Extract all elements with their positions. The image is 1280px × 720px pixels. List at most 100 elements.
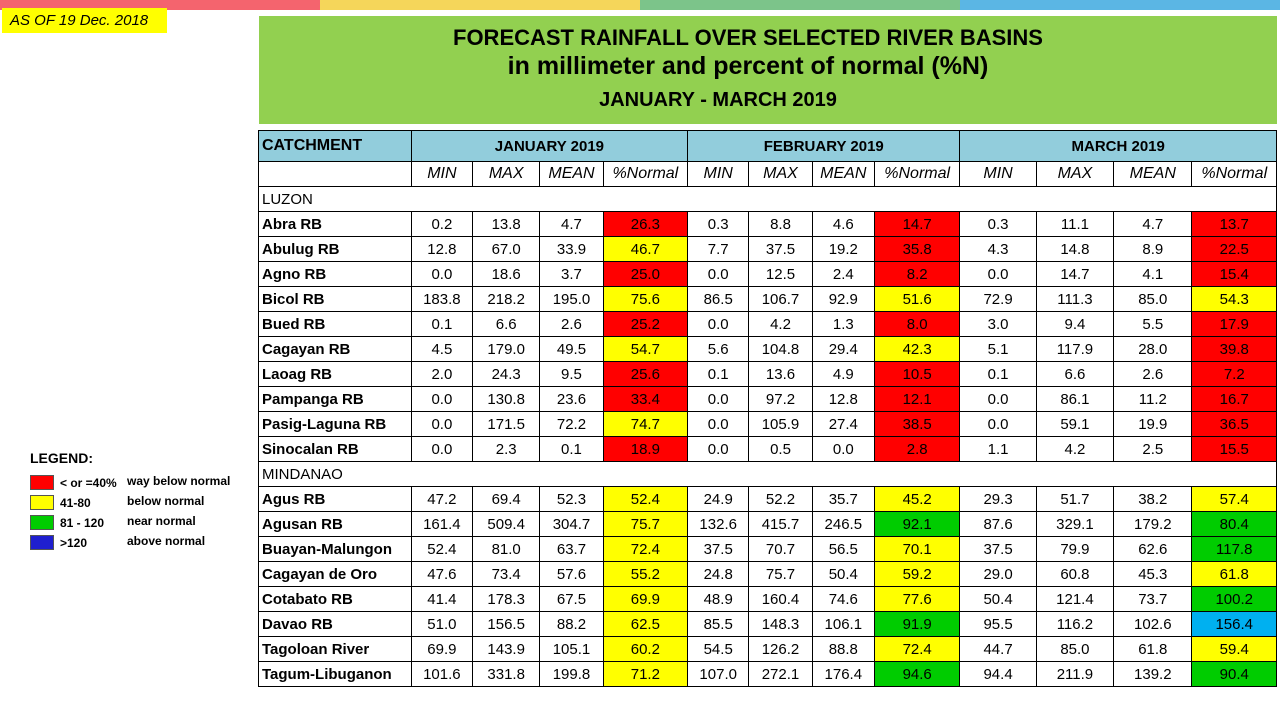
- table-row: Buayan-Malungon 52.4 81.0 63.7 72.4 37.5 70.7 5…: [258, 536, 1277, 562]
- feb-percent-normal-cell: 77.6: [873, 586, 961, 612]
- sub-header-mean: MEAN: [811, 161, 875, 187]
- feb-min-cell: 85.5: [687, 611, 750, 637]
- table-row: Bicol RB 183.8 218.2 195.0 75.6 86.5 106.7 92.9…: [258, 286, 1277, 312]
- jan-percent-normal-cell: 46.7: [602, 236, 689, 262]
- legend-title: LEGEND:: [30, 450, 93, 466]
- catchment-name: Davao RB: [258, 611, 412, 637]
- jan-min-cell: 101.6: [410, 661, 474, 687]
- sub-header-normal: %Normal: [873, 161, 961, 187]
- mar-mean-cell: 73.7: [1113, 586, 1193, 612]
- jan-max-cell: 81.0: [472, 536, 541, 562]
- as-of-date-label: AS OF 19 Dec. 2018: [2, 8, 167, 33]
- feb-percent-normal-cell: 45.2: [873, 486, 961, 512]
- sub-header-max: MAX: [1035, 161, 1115, 187]
- mar-min-cell: 72.9: [959, 286, 1037, 312]
- feb-mean-cell: 106.1: [811, 611, 875, 637]
- jan-min-cell: 2.0: [410, 361, 474, 387]
- jan-max-cell: 6.6: [472, 311, 541, 337]
- mar-max-cell: 60.8: [1035, 561, 1115, 587]
- jan-min-cell: 4.5: [410, 336, 474, 362]
- mar-mean-cell: 62.6: [1113, 536, 1193, 562]
- mar-percent-normal-cell: 117.8: [1191, 536, 1277, 562]
- feb-min-cell: 0.0: [687, 386, 750, 412]
- feb-max-cell: 12.5: [748, 261, 813, 287]
- header-row-stats: MIN MAX MEAN %Normal MIN MAX MEAN %Norma…: [258, 161, 1277, 187]
- jan-max-cell: 73.4: [472, 561, 541, 587]
- jan-percent-normal-cell: 69.9: [602, 586, 689, 612]
- catchment-name: Bued RB: [258, 311, 412, 337]
- title-line-3: JANUARY - MARCH 2019: [599, 89, 837, 111]
- jan-max-cell: 67.0: [472, 236, 541, 262]
- empty-header-cell: [258, 161, 412, 187]
- legend-range: >120: [60, 536, 88, 550]
- mar-mean-cell: 28.0: [1113, 336, 1193, 362]
- mar-max-cell: 79.9: [1035, 536, 1115, 562]
- mar-max-cell: 85.0: [1035, 636, 1115, 662]
- jan-max-cell: 178.3: [472, 586, 541, 612]
- feb-percent-normal-cell: 10.5: [873, 361, 961, 387]
- jan-percent-normal-cell: 25.0: [602, 261, 689, 287]
- jan-mean-cell: 72.2: [539, 411, 604, 437]
- feb-mean-cell: 92.9: [811, 286, 875, 312]
- feb-max-cell: 160.4: [748, 586, 813, 612]
- jan-min-cell: 51.0: [410, 611, 474, 637]
- top-bar-segment: [320, 0, 640, 10]
- section-label: MINDANAO: [258, 461, 1277, 487]
- feb-percent-normal-cell: 38.5: [873, 411, 961, 437]
- jan-percent-normal-cell: 60.2: [602, 636, 689, 662]
- feb-percent-normal-cell: 94.6: [873, 661, 961, 687]
- mar-mean-cell: 38.2: [1113, 486, 1193, 512]
- mar-percent-normal-cell: 22.5: [1191, 236, 1277, 262]
- jan-mean-cell: 105.1: [539, 636, 604, 662]
- mar-min-cell: 0.3: [959, 211, 1037, 237]
- feb-mean-cell: 0.0: [811, 436, 875, 462]
- feb-mean-cell: 2.4: [811, 261, 875, 287]
- feb-mean-cell: 27.4: [811, 411, 875, 437]
- jan-max-cell: 13.8: [472, 211, 541, 237]
- jan-max-cell: 24.3: [472, 361, 541, 387]
- jan-max-cell: 69.4: [472, 486, 541, 512]
- jan-percent-normal-cell: 75.6: [602, 286, 689, 312]
- catchment-name: Agno RB: [258, 261, 412, 287]
- jan-mean-cell: 52.3: [539, 486, 604, 512]
- table-row: Tagoloan River 69.9 143.9 105.1 60.2 54.5 126.…: [258, 636, 1277, 662]
- section-row-luzon: LUZON: [258, 186, 1277, 212]
- jan-mean-cell: 33.9: [539, 236, 604, 262]
- feb-max-cell: 105.9: [748, 411, 813, 437]
- feb-percent-normal-cell: 92.1: [873, 511, 961, 537]
- jan-max-cell: 509.4: [472, 511, 541, 537]
- jan-percent-normal-cell: 71.2: [602, 661, 689, 687]
- mar-max-cell: 116.2: [1035, 611, 1115, 637]
- jan-mean-cell: 199.8: [539, 661, 604, 687]
- month-header-january: JANUARY 2019: [410, 130, 689, 162]
- table-row: Tagum-Libuganon 101.6 331.8 199.8 71.2 107.0 2…: [258, 661, 1277, 687]
- jan-max-cell: 331.8: [472, 661, 541, 687]
- mar-percent-normal-cell: 59.4: [1191, 636, 1277, 662]
- month-header-march: MARCH 2019: [959, 130, 1277, 162]
- jan-min-cell: 52.4: [410, 536, 474, 562]
- catchment-name: Pampanga RB: [258, 386, 412, 412]
- jan-mean-cell: 0.1: [539, 436, 604, 462]
- feb-min-cell: 0.3: [687, 211, 750, 237]
- mar-max-cell: 11.1: [1035, 211, 1115, 237]
- jan-mean-cell: 4.7: [539, 211, 604, 237]
- feb-mean-cell: 4.9: [811, 361, 875, 387]
- mar-max-cell: 121.4: [1035, 586, 1115, 612]
- jan-percent-normal-cell: 25.6: [602, 361, 689, 387]
- jan-mean-cell: 23.6: [539, 386, 604, 412]
- feb-max-cell: 4.2: [748, 311, 813, 337]
- section-row-mindanao: MINDANAO: [258, 461, 1277, 487]
- jan-percent-normal-cell: 54.7: [602, 336, 689, 362]
- catchment-name: Tagoloan River: [258, 636, 412, 662]
- jan-mean-cell: 3.7: [539, 261, 604, 287]
- feb-min-cell: 0.0: [687, 411, 750, 437]
- feb-percent-normal-cell: 2.8: [873, 436, 961, 462]
- jan-max-cell: 18.6: [472, 261, 541, 287]
- jan-mean-cell: 49.5: [539, 336, 604, 362]
- sub-header-normal: %Normal: [602, 161, 689, 187]
- catchment-name: Agus RB: [258, 486, 412, 512]
- jan-percent-normal-cell: 25.2: [602, 311, 689, 337]
- mar-percent-normal-cell: 13.7: [1191, 211, 1277, 237]
- jan-mean-cell: 304.7: [539, 511, 604, 537]
- jan-min-cell: 69.9: [410, 636, 474, 662]
